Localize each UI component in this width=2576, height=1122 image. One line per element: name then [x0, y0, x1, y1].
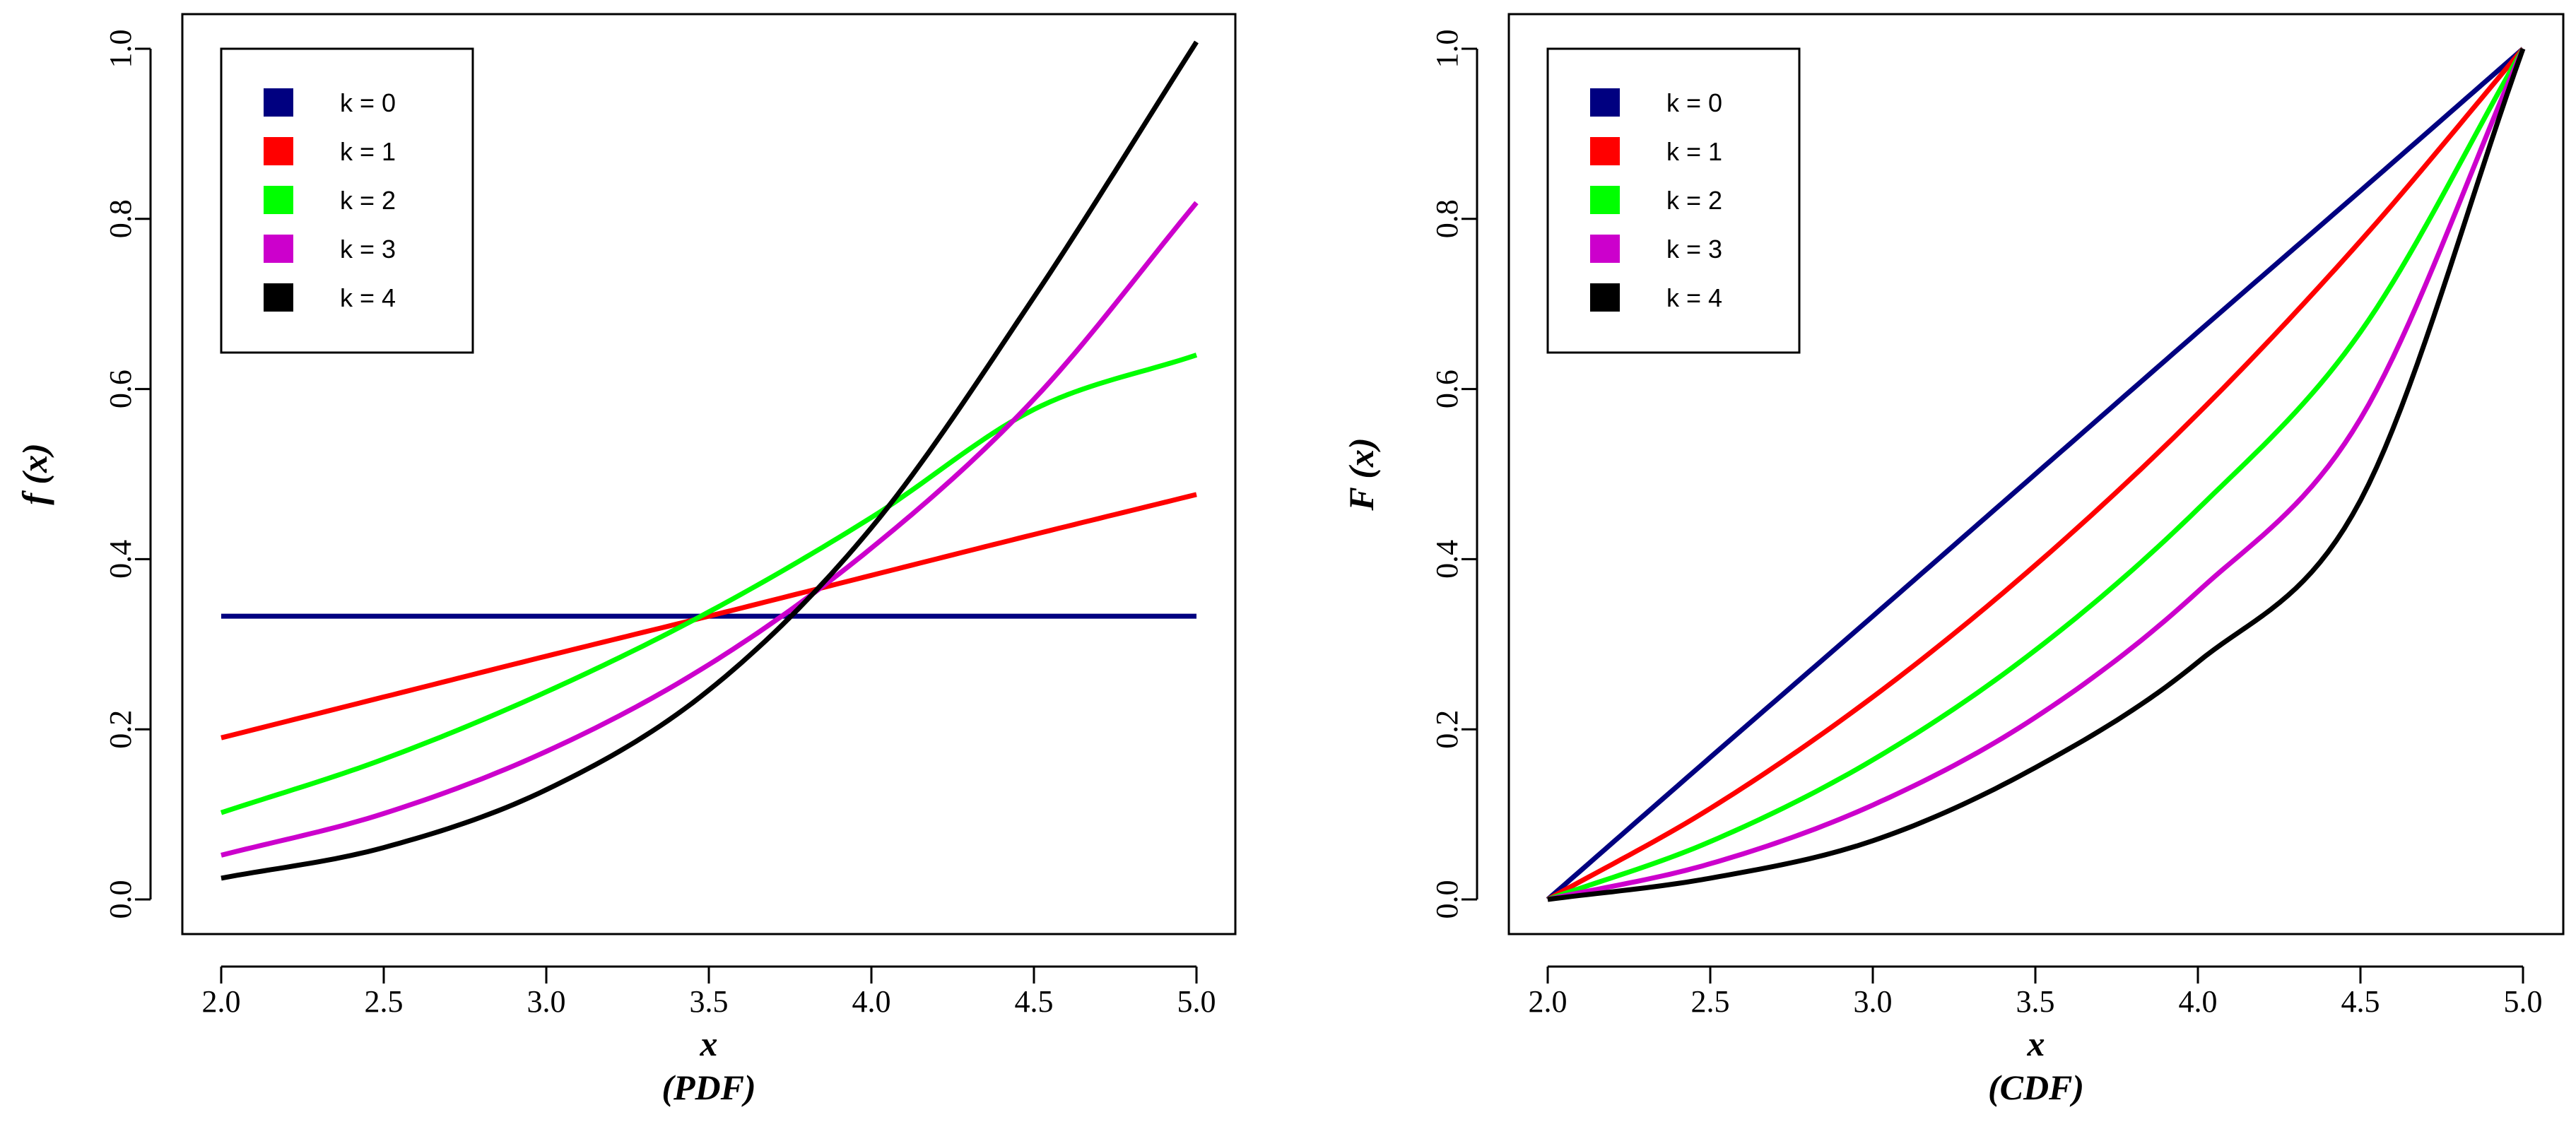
series-line-k1	[220, 492, 1197, 740]
series-line-k2	[1546, 47, 2526, 902]
x-tick-label: 4.5	[2341, 984, 2380, 1019]
legend-label: k = 3	[340, 235, 396, 264]
legend-swatch	[1590, 88, 1620, 117]
legend-label: k = 4	[1666, 283, 1722, 312]
y-tick-label: 0.2	[103, 710, 138, 749]
cdf-panel: 2.0 2.5 3.0 3.5 4.0 4.5 5.0 0.0 0.2 0.4 0.6 0.8 1.0 x…	[1341, 13, 2565, 1107]
plot-frame	[1507, 13, 2565, 935]
x-tick-label: 2.0	[1529, 984, 1568, 1019]
y-tick-label: 0.8	[103, 199, 138, 238]
x-tick-label: 3.0	[1854, 984, 1893, 1019]
series-line-k3	[1547, 47, 2526, 902]
series-line-k2	[220, 353, 1198, 815]
legend: k = 0 k = 1 k = 2 k = 3 k = 4	[220, 47, 474, 354]
x-tick-label: 2.0	[202, 984, 241, 1019]
legend-swatch	[264, 137, 293, 165]
y-tick-label: 0.0	[103, 880, 138, 919]
legend: k = 0 k = 1 k = 2 k = 3 k = 4	[1546, 47, 1801, 354]
legend-swatch	[264, 235, 293, 263]
series-line-k1	[1546, 47, 2525, 902]
series-line-k4	[1547, 47, 2526, 902]
y-tick-label: 0.4	[103, 540, 138, 579]
chart-subtitle: (CDF)	[1988, 1068, 2084, 1107]
legend-swatch	[264, 186, 293, 214]
legend-label: k = 2	[1666, 186, 1722, 215]
x-axis-title: x	[2027, 1024, 2045, 1063]
x-tick-label: 5.0	[2504, 984, 2543, 1019]
legend-label: k = 4	[340, 283, 396, 312]
legend-swatch	[1590, 283, 1620, 312]
y-tick-label: 0.2	[1430, 710, 1464, 749]
legend-label: k = 1	[1666, 137, 1722, 166]
x-tick-label: 2.5	[365, 984, 404, 1019]
legend-swatch	[1590, 235, 1620, 263]
y-axis-title: f (x)	[15, 443, 54, 504]
x-tick-label: 4.0	[852, 984, 891, 1019]
legend-swatch	[264, 283, 293, 312]
chart-subtitle: (PDF)	[661, 1068, 755, 1107]
y-tick-label: 0.6	[103, 370, 138, 408]
x-tick-label: 3.5	[2016, 984, 2055, 1019]
legend-label: k = 2	[340, 186, 396, 215]
x-tick-label: 2.5	[1691, 984, 1730, 1019]
y-tick-label: 0.0	[1430, 880, 1464, 919]
legend-label: k = 1	[340, 137, 396, 166]
x-tick-label: 4.0	[2179, 984, 2218, 1019]
plot-frame	[181, 13, 1237, 935]
y-tick-label: 1.0	[103, 30, 138, 69]
legend-swatch	[1590, 137, 1620, 165]
x-tick-label: 3.0	[527, 984, 566, 1019]
legend-swatch	[264, 88, 293, 117]
legend-label: k = 0	[1666, 88, 1722, 117]
y-tick-label: 1.0	[1430, 30, 1464, 69]
legend-box	[220, 47, 474, 354]
x-axis-title: x	[700, 1024, 718, 1063]
legend-swatch	[1590, 186, 1620, 214]
legend-label: k = 0	[340, 88, 396, 117]
y-tick-label: 0.8	[1430, 199, 1464, 238]
x-tick-label: 5.0	[1177, 984, 1216, 1019]
series-line-k4	[220, 40, 1199, 881]
y-tick-label: 0.4	[1430, 540, 1464, 579]
legend-box	[1546, 47, 1801, 354]
series-line-k0	[1546, 47, 2525, 902]
legend-label: k = 3	[1666, 235, 1722, 264]
series-line-k3	[220, 201, 1199, 858]
y-tick-label: 0.6	[1430, 370, 1464, 408]
x-tick-label: 3.5	[690, 984, 729, 1019]
y-axis-title: F (x)	[1341, 437, 1381, 511]
x-tick-label: 4.5	[1015, 984, 1054, 1019]
pdf-panel: 2.0 2.5 3.0 3.5 4.0 4.5 5.0 0.0 0.2 0.4 0.6 0.8 1.0 x…	[15, 13, 1237, 1107]
